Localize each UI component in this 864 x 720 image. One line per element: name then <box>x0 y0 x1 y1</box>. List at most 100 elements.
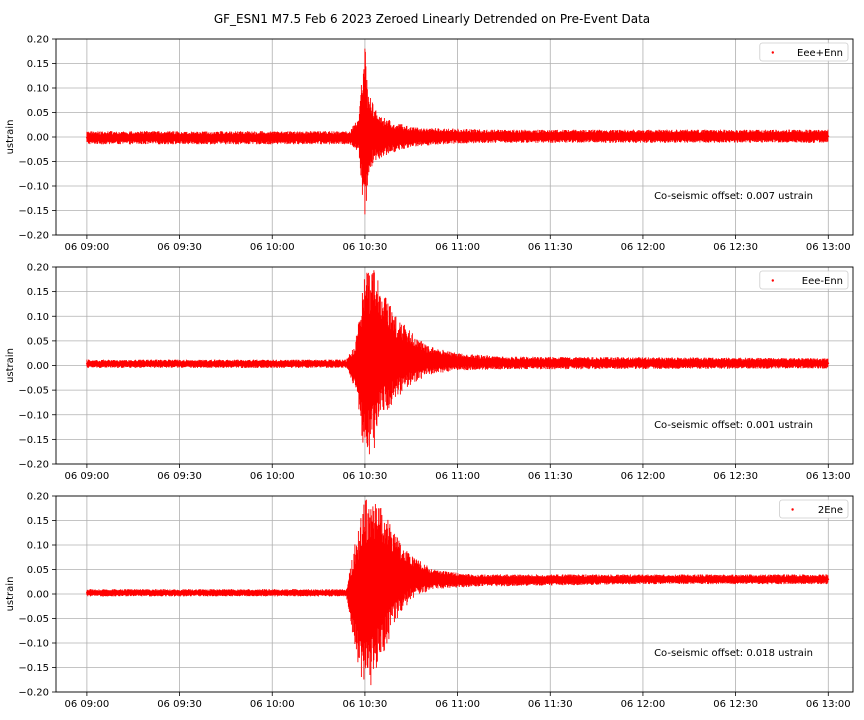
y-tick-label: 0.00 <box>27 133 49 144</box>
data-point <box>85 362 88 365</box>
y-tick-label: −0.10 <box>18 410 49 421</box>
y-tick-label: 0.10 <box>27 84 49 95</box>
data-point <box>364 593 366 595</box>
y-axis-label: ustrain <box>5 577 16 612</box>
x-tick-label: 06 10:30 <box>343 699 388 710</box>
x-tick-label: 06 12:30 <box>713 699 758 710</box>
x-tick-label: 06 09:30 <box>157 471 202 482</box>
x-tick-label: 06 11:30 <box>528 242 573 253</box>
data-point <box>85 591 88 594</box>
x-tick-label: 06 12:30 <box>713 242 758 253</box>
data-point <box>472 579 474 582</box>
y-tick-label: −0.15 <box>18 435 49 446</box>
data-point <box>827 362 830 365</box>
series-2Ene <box>85 499 830 686</box>
x-tick-label: 06 10:30 <box>343 242 388 253</box>
chart-panel-1: 06 09:00 06 09:30 06 10:00 06 10:30 06 11:00… <box>5 35 854 253</box>
legend-label: Eee-Enn <box>802 276 843 287</box>
chart-panel-3: 06 09:00 06 09:30 06 10:00 06 10:30 06 11:00… <box>5 492 854 710</box>
x-tick-label: 06 10:00 <box>250 699 295 710</box>
y-tick-label: 0.05 <box>27 336 49 347</box>
data-point <box>431 578 434 581</box>
y-tick-label: 0.20 <box>27 35 49 46</box>
data-point <box>348 136 351 139</box>
y-tick-label: 0.00 <box>27 361 49 372</box>
data-point <box>373 133 376 136</box>
data-point <box>382 580 385 583</box>
data-point <box>345 591 348 594</box>
data-point <box>642 578 644 581</box>
data-point <box>410 136 413 138</box>
data-point <box>367 131 369 134</box>
data-point <box>354 364 357 367</box>
legend: 2Ene <box>779 499 849 519</box>
legend-box <box>759 270 849 290</box>
figure-title: GF_ESN1 M7.5 Feb 6 2023 Zeroed Linearly … <box>213 12 651 26</box>
data-point <box>394 136 397 138</box>
x-tick-label: 06 13:00 <box>806 699 851 710</box>
data-point <box>373 357 376 360</box>
data-point <box>364 364 366 367</box>
offset-annotation: Co-seismic offset: 0.018 ustrain <box>654 648 813 659</box>
data-point <box>425 359 428 362</box>
x-tick-label: 06 13:00 <box>806 471 851 482</box>
x-tick-label: 06 11:00 <box>435 699 480 710</box>
x-tick-label: 06 09:00 <box>65 242 110 253</box>
x-tick-label: 06 11:00 <box>435 242 480 253</box>
y-tick-label: −0.20 <box>18 231 49 242</box>
x-tick-label: 06 12:30 <box>713 471 758 482</box>
y-tick-label: 0.15 <box>27 59 49 70</box>
y-tick-label: 0.05 <box>27 565 49 576</box>
y-tick-label: 0.05 <box>27 108 49 119</box>
x-tick-label: 06 11:00 <box>435 471 480 482</box>
y-tick-label: −0.10 <box>18 639 49 650</box>
y-tick-label: −0.20 <box>18 460 49 471</box>
data-point <box>394 357 397 360</box>
data-point <box>487 135 490 138</box>
data-point <box>85 136 88 139</box>
y-tick-label: −0.05 <box>18 157 49 168</box>
y-tick-label: 0.15 <box>27 516 49 527</box>
y-axis-label: ustrain <box>5 348 16 383</box>
y-tick-label: 0.20 <box>27 263 49 274</box>
series-Eee-Enn <box>85 270 830 455</box>
data-point <box>364 137 366 140</box>
data-point <box>456 360 459 363</box>
y-tick-label: 0.20 <box>27 492 49 503</box>
y-axis-label: ustrain <box>5 120 16 155</box>
x-tick-label: 06 13:00 <box>806 242 851 253</box>
x-tick-label: 06 12:00 <box>621 699 666 710</box>
y-tick-label: −0.15 <box>18 663 49 674</box>
legend: Eee-Enn <box>759 270 849 290</box>
y-tick-label: −0.05 <box>18 386 49 397</box>
legend-marker <box>771 279 774 282</box>
data-point <box>410 357 413 360</box>
legend-box <box>759 42 849 62</box>
offset-annotation: Co-seismic offset: 0.001 ustrain <box>654 420 813 431</box>
y-tick-label: 0.10 <box>27 541 49 552</box>
legend-label: Eee+Enn <box>797 48 843 59</box>
legend-marker <box>791 508 794 511</box>
data-point <box>382 136 385 138</box>
y-tick-label: −0.20 <box>18 688 49 699</box>
x-tick-label: 06 09:30 <box>157 699 202 710</box>
legend-marker <box>771 51 774 54</box>
data-point <box>357 133 360 136</box>
y-tick-label: −0.15 <box>18 206 49 217</box>
x-tick-label: 06 12:00 <box>621 471 666 482</box>
legend: Eee+Enn <box>759 42 849 62</box>
series-Eee+Enn <box>85 48 830 215</box>
data-point <box>827 578 830 581</box>
data-point <box>827 135 830 138</box>
x-tick-label: 06 11:30 <box>528 471 573 482</box>
offset-annotation: Co-seismic offset: 0.007 ustrain <box>654 191 813 202</box>
data-point <box>503 362 505 364</box>
x-tick-label: 06 09:00 <box>65 699 110 710</box>
y-tick-label: 0.00 <box>27 590 49 601</box>
data-point <box>410 575 413 578</box>
data-point <box>394 578 397 581</box>
x-tick-label: 06 12:00 <box>621 242 666 253</box>
legend-label: 2Ene <box>818 505 843 516</box>
data-point <box>354 595 357 598</box>
